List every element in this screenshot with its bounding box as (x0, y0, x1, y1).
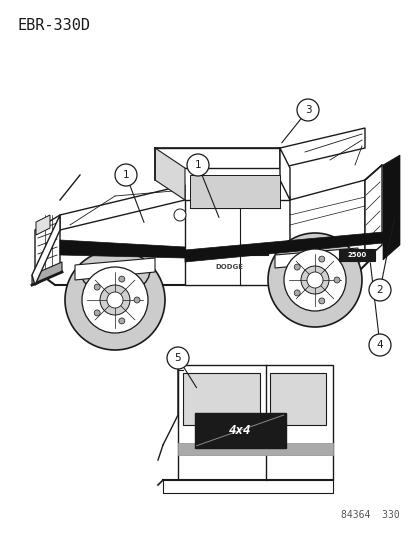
Polygon shape (178, 365, 332, 480)
Polygon shape (382, 155, 399, 260)
Text: 84364  330: 84364 330 (340, 510, 399, 520)
Circle shape (166, 347, 189, 369)
Circle shape (306, 272, 322, 288)
Circle shape (294, 290, 299, 296)
Polygon shape (289, 180, 364, 285)
Polygon shape (269, 373, 325, 425)
Polygon shape (185, 200, 289, 285)
Circle shape (318, 256, 324, 262)
Circle shape (134, 297, 140, 303)
Polygon shape (194, 413, 285, 448)
Polygon shape (60, 185, 185, 230)
Polygon shape (183, 373, 259, 425)
Circle shape (65, 250, 165, 350)
Text: 2500: 2500 (347, 252, 366, 259)
Polygon shape (163, 480, 332, 493)
Text: 5: 5 (174, 353, 181, 363)
Circle shape (94, 284, 100, 290)
Text: EBR-330D: EBR-330D (18, 18, 91, 33)
Circle shape (296, 99, 318, 121)
Polygon shape (154, 148, 185, 200)
Polygon shape (35, 215, 60, 285)
Polygon shape (154, 148, 279, 168)
Circle shape (119, 318, 124, 324)
Polygon shape (36, 215, 50, 235)
Polygon shape (274, 248, 357, 268)
Circle shape (94, 310, 100, 316)
Polygon shape (279, 148, 289, 200)
Circle shape (267, 233, 361, 327)
Polygon shape (185, 232, 382, 262)
Text: DODGE: DODGE (214, 264, 242, 270)
Polygon shape (75, 258, 154, 280)
Circle shape (294, 264, 299, 270)
Circle shape (82, 267, 147, 333)
Polygon shape (178, 443, 332, 455)
Circle shape (368, 279, 390, 301)
Circle shape (333, 277, 339, 283)
Circle shape (100, 285, 130, 315)
Circle shape (187, 154, 209, 176)
Text: 4: 4 (376, 340, 382, 350)
Polygon shape (60, 240, 185, 258)
Text: 2: 2 (376, 285, 382, 295)
Circle shape (115, 164, 137, 186)
Circle shape (368, 334, 390, 356)
Polygon shape (339, 249, 374, 261)
Text: 1: 1 (122, 170, 129, 180)
Circle shape (107, 292, 123, 308)
Circle shape (173, 209, 185, 221)
Text: 4x4: 4x4 (228, 424, 251, 437)
Polygon shape (32, 262, 62, 285)
Circle shape (318, 298, 324, 304)
Text: 1: 1 (194, 160, 201, 170)
Circle shape (300, 266, 328, 294)
Polygon shape (364, 165, 381, 260)
Circle shape (283, 249, 345, 311)
Circle shape (119, 276, 124, 282)
Text: 3: 3 (304, 105, 311, 115)
Polygon shape (190, 175, 279, 208)
Polygon shape (32, 215, 60, 285)
Polygon shape (279, 128, 364, 168)
